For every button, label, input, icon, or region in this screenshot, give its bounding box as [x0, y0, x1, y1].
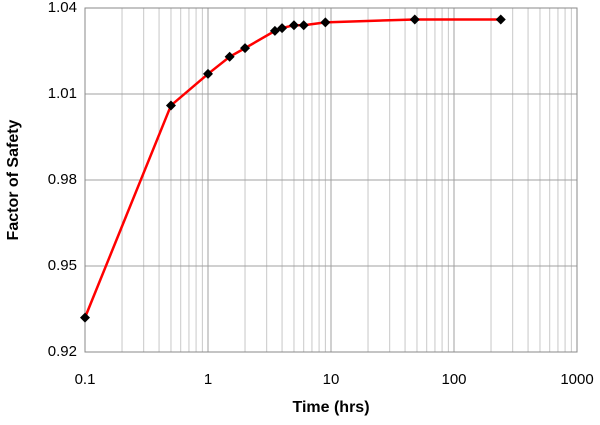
data-marker [298, 20, 309, 31]
x-tick-label: 0.1 [75, 371, 96, 388]
data-marker [409, 14, 420, 25]
y-axis-label: Factor of Safety [5, 119, 22, 240]
data-marker [80, 312, 90, 323]
data-marker [495, 14, 506, 25]
data-marker [203, 68, 213, 79]
y-tick-label: 0.92 [48, 343, 77, 360]
x-tick-label: 1 [204, 371, 212, 388]
data-marker [277, 23, 288, 34]
data-marker [224, 51, 235, 62]
x-axis-label: Time (hrs) [292, 399, 369, 416]
x-tick-label: 1000 [560, 371, 593, 388]
x-tick-label: 100 [441, 371, 466, 388]
data-line [83, 18, 501, 319]
data-marker [320, 17, 331, 28]
y-tick-label: 1.04 [48, 0, 77, 16]
y-tick-label: 0.95 [48, 257, 77, 274]
x-tick-label: 10 [323, 371, 340, 388]
y-tick-label: 1.01 [48, 85, 77, 102]
data-marker [165, 100, 176, 111]
data-marker [240, 43, 251, 54]
plot-border [84, 7, 578, 353]
data-marker [288, 20, 299, 31]
y-tick-label: 0.98 [48, 171, 77, 188]
